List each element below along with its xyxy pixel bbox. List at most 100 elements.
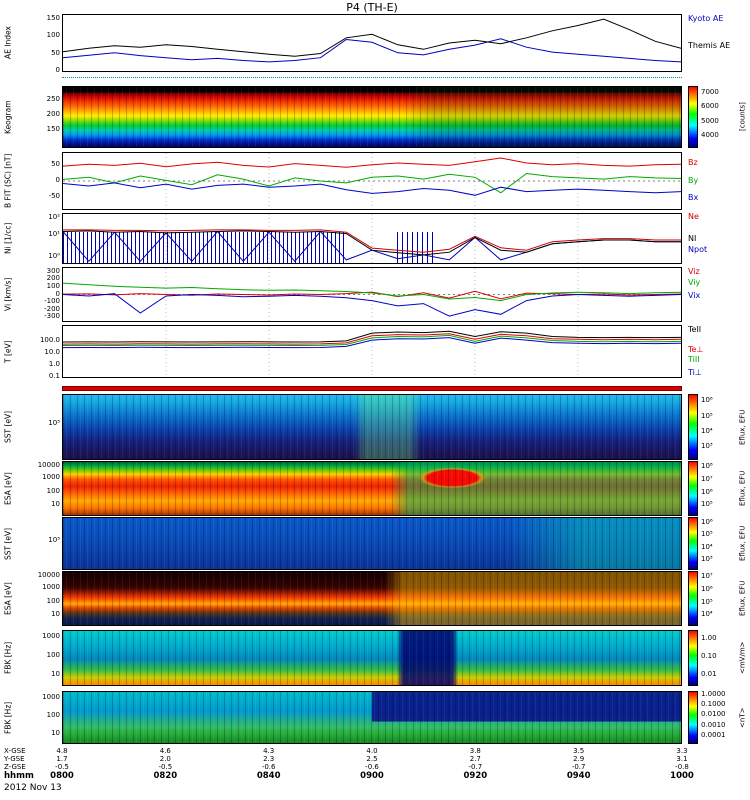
xaxis-time-value: 0820 bbox=[153, 771, 178, 781]
y-axis-label: FBK [Hz] bbox=[3, 701, 13, 734]
y-tick-label: 1.0 bbox=[48, 360, 60, 369]
colorbar-tick-label: 10⁵ bbox=[701, 411, 713, 420]
colorbar bbox=[688, 571, 698, 626]
xaxis-row-value: 4.0 bbox=[366, 747, 378, 755]
temp-lines bbox=[63, 326, 681, 377]
y-tick-label: 150 bbox=[46, 125, 60, 134]
colorbar-tick-label: 10⁷ bbox=[701, 475, 713, 484]
colorbar-tick-label: 5000 bbox=[701, 116, 719, 125]
colorbar-tick-label: 10⁴ bbox=[701, 542, 713, 551]
ae-plot-area bbox=[62, 14, 682, 72]
xaxis-row-label: X-GSE bbox=[4, 747, 26, 755]
sst-electron-spectrogram bbox=[62, 394, 682, 460]
xaxis-row-value: 3.5 bbox=[573, 747, 585, 755]
xaxis-time-value: 0940 bbox=[566, 771, 591, 781]
y-tick-label: 10000 bbox=[37, 571, 60, 579]
ae-zero-dotted-line bbox=[62, 77, 682, 78]
xaxis-row-value: -0.6 bbox=[365, 763, 379, 771]
temperature-plot-area bbox=[62, 325, 682, 378]
colorbar-unit-label: Eflux, EFU bbox=[738, 470, 747, 507]
y-tick-label: -100 bbox=[44, 297, 60, 306]
xaxis-time-label: hhmm bbox=[4, 771, 34, 781]
spectrogram-texture bbox=[63, 518, 681, 569]
y-tick-label: 0 bbox=[55, 176, 60, 184]
colorbar-tick-label: 0.01 bbox=[701, 669, 717, 678]
y-tick-label: 100 bbox=[46, 281, 60, 290]
y-axis-label: Vi [km/s] bbox=[3, 277, 13, 312]
panel-ion-velocity: Vi [km/s] 300 200 100 0 -100 -200 -300 Viz Viy Vix bbox=[0, 267, 750, 322]
y-tick-label: 10⁵ bbox=[48, 535, 60, 544]
y-tick-label: 10² bbox=[48, 213, 60, 221]
y-tick-label: 10⁵ bbox=[48, 418, 60, 427]
colorbar-tick-label: 10⁶ bbox=[701, 585, 713, 594]
density-plot-area bbox=[62, 213, 682, 264]
y-tick-label: 10.0 bbox=[44, 348, 60, 357]
panel-fbk-bfield-spectrogram: FBK [Hz] 1000 100 10 1.0000 0.1000 0.0100 0.001… bbox=[0, 690, 750, 744]
series-te-par bbox=[63, 330, 681, 343]
colorbar bbox=[688, 461, 698, 516]
series-te-perp bbox=[63, 333, 681, 345]
velocity-plot-area bbox=[62, 267, 682, 322]
y-axis-label: SST [eV] bbox=[3, 410, 13, 444]
y-tick-label: 10¹ bbox=[48, 230, 60, 239]
y-tick-label: 10⁰ bbox=[48, 251, 60, 260]
legend-label: Vix bbox=[688, 290, 701, 300]
y-axis-label: T [eV] bbox=[3, 340, 13, 363]
legend-label: TiII bbox=[688, 354, 700, 364]
xaxis-row-value: 1.7 bbox=[56, 755, 68, 763]
vi-lines bbox=[63, 268, 681, 321]
y-tick-label: 0 bbox=[55, 289, 60, 298]
series-themis-ae bbox=[63, 18, 681, 57]
spectrogram-texture bbox=[63, 87, 681, 147]
series-ti-par bbox=[63, 334, 681, 347]
colorbar bbox=[688, 394, 698, 460]
colorbar-tick-label: 10⁶ bbox=[701, 487, 713, 496]
y-tick-label: 150 bbox=[46, 14, 60, 22]
y-tick-label: 100 bbox=[46, 486, 60, 495]
xaxis-row-value: 4.3 bbox=[263, 747, 275, 755]
panel-fbk-efield-spectrogram: FBK [Hz] 1000 100 10 1.00 0.10 0.01 <mV/m> bbox=[0, 630, 750, 686]
legend-label: TeII bbox=[688, 325, 702, 335]
series-by bbox=[63, 172, 681, 194]
xaxis-row-value: -0.7 bbox=[571, 763, 586, 771]
xaxis-time-value: 0920 bbox=[463, 771, 488, 781]
series-kyoto-ae bbox=[63, 38, 681, 63]
xaxis-time-value: 0840 bbox=[256, 771, 281, 781]
y-axis-label: Ni [1/cc] bbox=[3, 222, 13, 255]
colorbar bbox=[688, 517, 698, 570]
colorbar-tick-label: 10⁴ bbox=[701, 427, 713, 436]
colorbar bbox=[688, 630, 698, 686]
panel-keogram: Keogram 250 200 150 7000 6000 5000 4000 [counts] bbox=[0, 86, 750, 148]
xaxis-row-value: -0.7 bbox=[468, 763, 483, 771]
xaxis-row-value: 4.8 bbox=[56, 747, 68, 755]
series-viy bbox=[63, 282, 681, 302]
colorbar-tick-label: 10⁷ bbox=[701, 572, 713, 581]
legend-label: Viy bbox=[688, 277, 701, 287]
xaxis-row-value: 2.9 bbox=[573, 755, 585, 763]
y-tick-label: 100 bbox=[46, 31, 60, 39]
xaxis-row-value: 3.1 bbox=[676, 755, 688, 763]
legend-label: Bz bbox=[688, 158, 698, 168]
colorbar-tick-label: 0.0001 bbox=[701, 730, 726, 739]
series-vix bbox=[63, 293, 681, 317]
xaxis-time-value: 0900 bbox=[360, 771, 384, 781]
panel-ion-density: Ni [1/cc] 10² 10¹ 10⁰ Ne NI Npot bbox=[0, 211, 750, 264]
legend-label: Ne bbox=[688, 211, 699, 221]
spectrogram-texture bbox=[63, 631, 681, 685]
y-tick-label: 200 bbox=[46, 110, 60, 119]
xaxis-time-value: 0800 bbox=[50, 771, 74, 781]
xaxis-row-value: -0.6 bbox=[261, 763, 276, 771]
y-axis-label: ESA [eV] bbox=[3, 472, 13, 505]
y-tick-label: 10 bbox=[51, 670, 60, 679]
sst-ion-spectrogram bbox=[62, 517, 682, 570]
colorbar-tick-label: 0.1000 bbox=[701, 700, 726, 709]
colorbar-unit-label: Eflux, EFU bbox=[738, 525, 747, 562]
xaxis-row-value: -0.5 bbox=[55, 763, 69, 771]
legend-label: Npot bbox=[688, 245, 708, 255]
y-tick-label: 0 bbox=[55, 66, 60, 74]
xaxis-time-value: 1000 bbox=[670, 771, 694, 781]
legend-label: NI bbox=[688, 233, 697, 243]
y-tick-label: 10 bbox=[51, 499, 60, 508]
y-tick-label: 200 bbox=[46, 274, 60, 283]
y-tick-label: 10000 bbox=[37, 461, 60, 469]
